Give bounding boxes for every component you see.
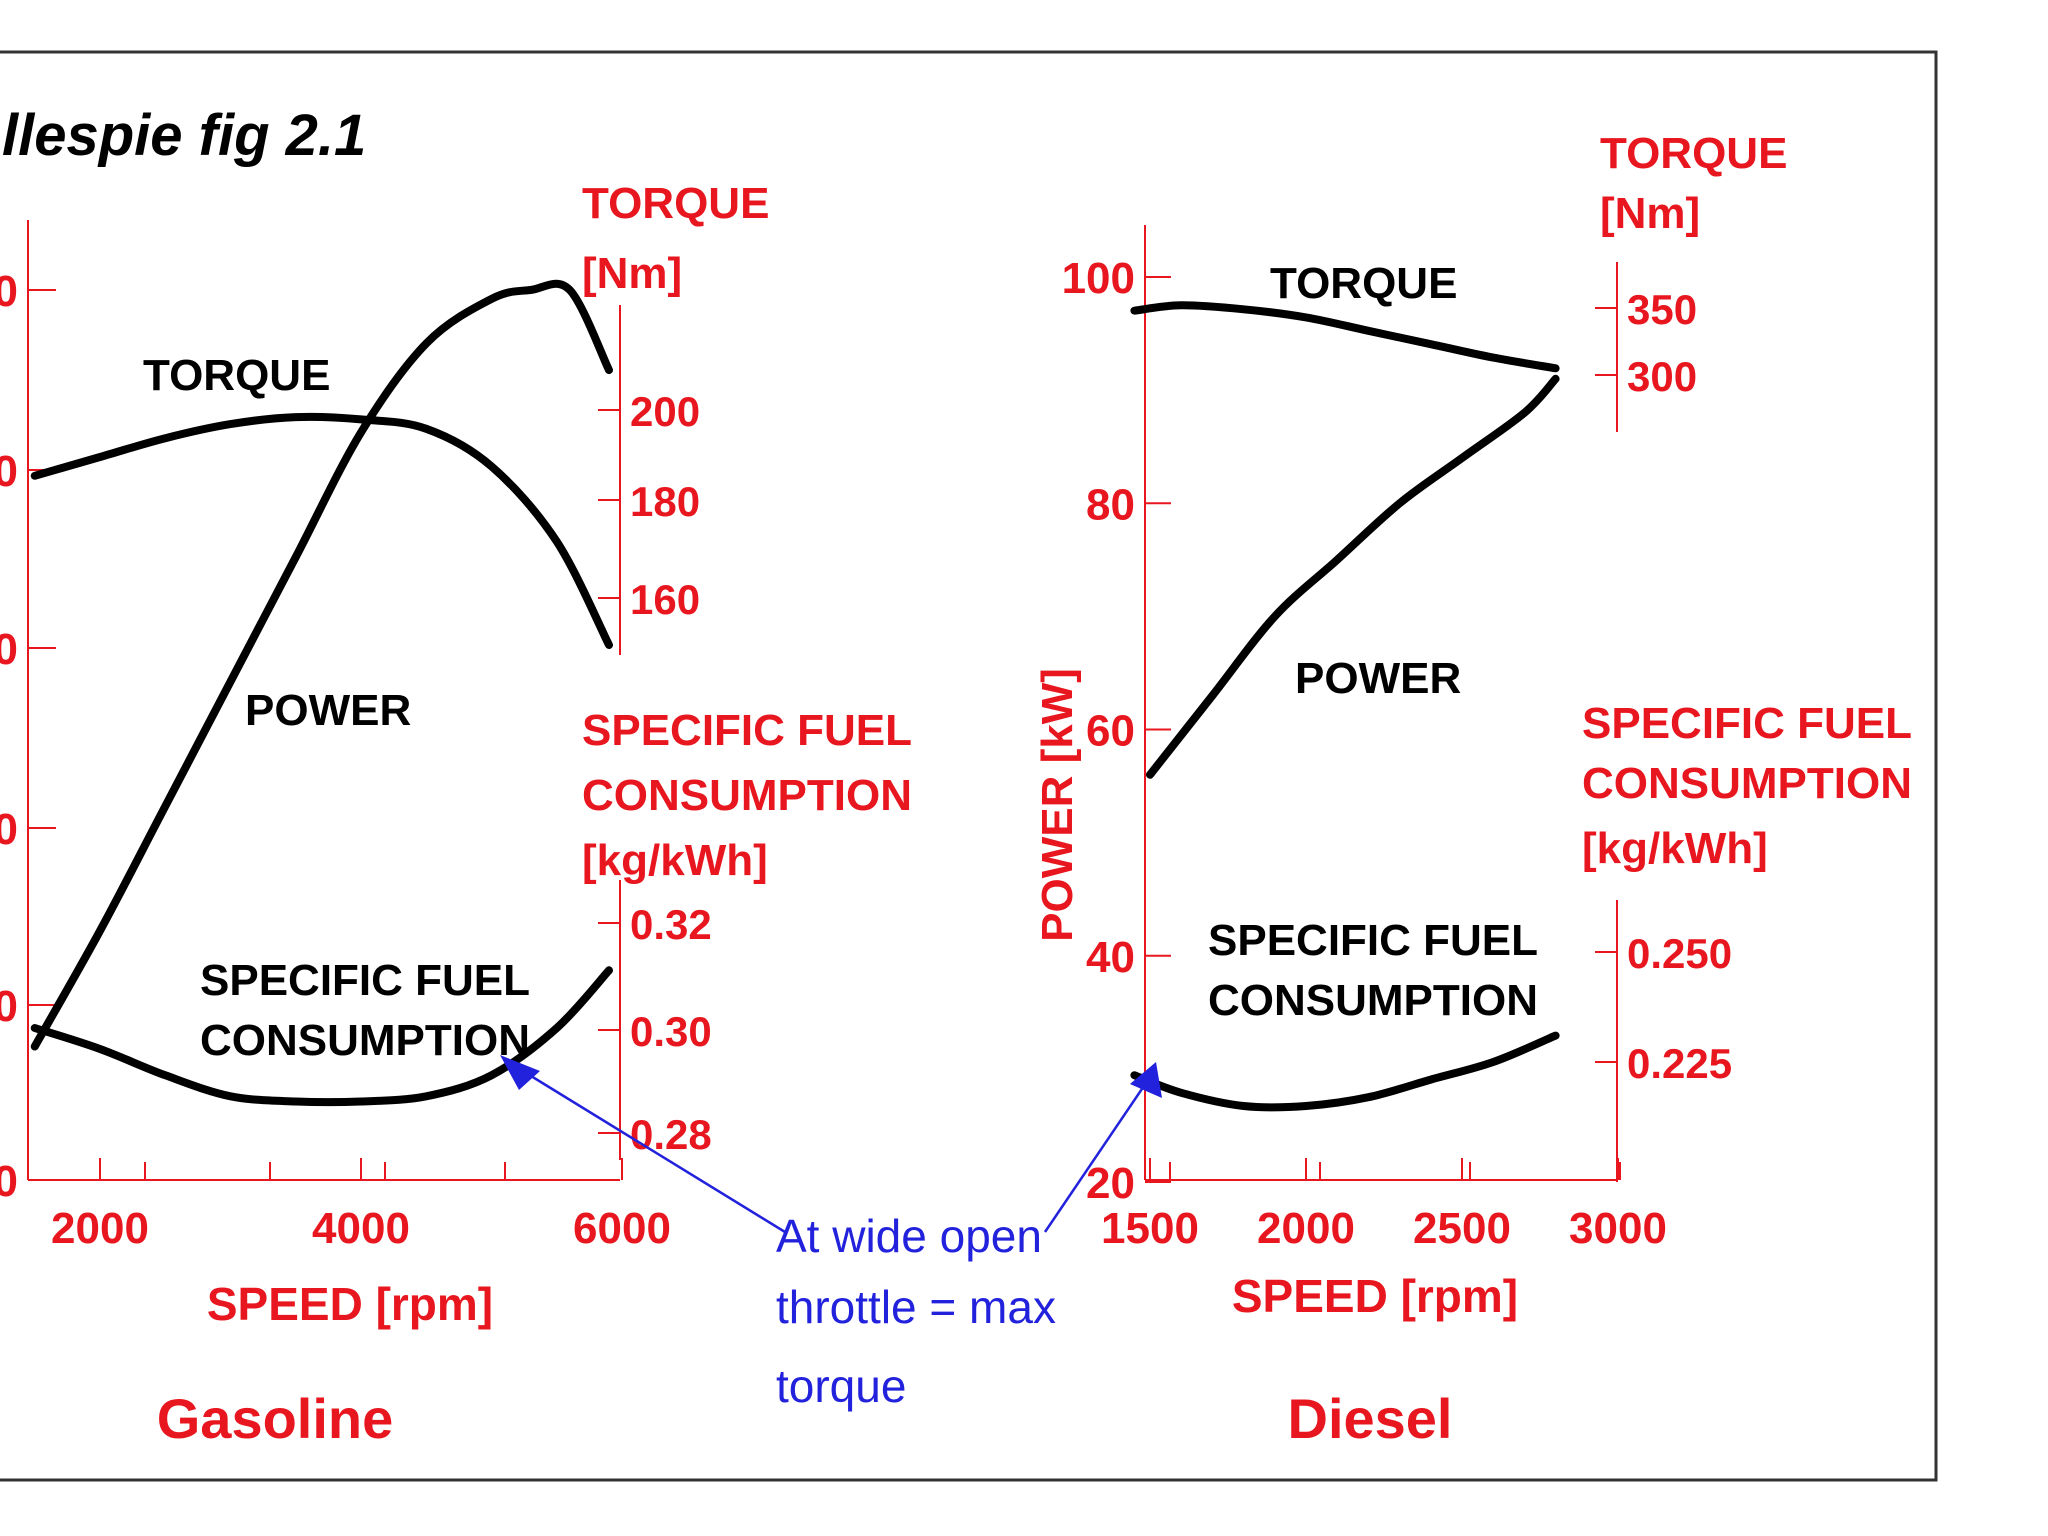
figure-frame (0, 50, 1938, 1482)
curve-label-power: POWER (1295, 654, 1461, 703)
left-tick-label: 0 (0, 267, 18, 316)
left-tick-label: 100 (1062, 254, 1135, 303)
torque-axis-label: TORQUE (1600, 129, 1787, 178)
left-tick-label: 60 (1086, 707, 1135, 756)
annotation-line-2: throttle = max (776, 1281, 1056, 1333)
sfc-tick-label: 0.28 (630, 1111, 712, 1158)
x-tick-label: 2500 (1413, 1204, 1511, 1253)
x-tick-label: 1500 (1101, 1204, 1199, 1253)
left-tick-label: 0 (0, 805, 18, 854)
left-tick-label: 20 (1086, 1159, 1135, 1208)
curve-label-torque: TORQUE (143, 351, 330, 400)
curve-label-sfc: SPECIFIC FUEL (1208, 916, 1538, 965)
sfc-tick-label: 0.32 (630, 901, 712, 948)
curve-label-power: POWER (245, 686, 411, 735)
torque-tick-label: 300 (1627, 353, 1697, 400)
x-tick-label: 6000 (573, 1204, 671, 1253)
gasoline-chart: 2000 4000 6000 SPEED [rpm] Gasoline 0 0 0 0 0 0 200… (0, 179, 912, 1450)
sfc-axis-label: SPECIFIC FUEL (1582, 699, 1912, 748)
sfc-axis-label: [kg/kWh] (1582, 824, 1768, 873)
left-tick-label: 0 (0, 625, 18, 674)
left-tick-label: 40 (1086, 933, 1135, 982)
torque-axis-label: [Nm] (1600, 189, 1700, 238)
curve-torque (1130, 301, 1560, 373)
annotation-arrow-gasoline (517, 1066, 786, 1234)
diesel-chart: 1500 2000 2500 3000 SPEED [rpm] Diesel 100 80 60… (1033, 129, 1912, 1450)
curve-power (1146, 374, 1560, 779)
x-axis-label: SPEED [rpm] (207, 1278, 493, 1330)
left-tick-label: 0 (0, 447, 18, 496)
annotation-line-1: At wide open (776, 1210, 1042, 1262)
curve-power (30, 279, 613, 1051)
torque-tick-label: 350 (1627, 286, 1697, 333)
torque-tick-label: 180 (630, 478, 700, 525)
sfc-tick-label: 0.225 (1627, 1040, 1732, 1087)
curve-label-sfc: CONSUMPTION (200, 1016, 530, 1065)
torque-axis-label: [Nm] (582, 249, 682, 298)
curve-specific-fuel-consumption (1130, 1031, 1560, 1112)
chart-caption: Gasoline (157, 1387, 394, 1450)
left-tick-label: 80 (1086, 480, 1135, 529)
wot-annotation: At wide open throttle = max torque (500, 1055, 1162, 1412)
annotation-arrowhead-diesel (1130, 1062, 1162, 1098)
x-tick-label: 2000 (1257, 1204, 1355, 1253)
sfc-axis-label: [kg/kWh] (582, 836, 768, 885)
annotation-arrowhead-gasoline (500, 1055, 540, 1090)
curve-torque (30, 412, 613, 649)
chart-caption: Diesel (1288, 1387, 1453, 1450)
sfc-axis-label: CONSUMPTION (582, 771, 912, 820)
curve-label-sfc: CONSUMPTION (1208, 976, 1538, 1025)
x-tick-label: 4000 (312, 1204, 410, 1253)
left-axis-label: POWER [kW] (1033, 668, 1082, 942)
torque-axis-label: TORQUE (582, 179, 769, 228)
sfc-tick-label: 0.30 (630, 1008, 712, 1055)
x-axis-label: SPEED [rpm] (1232, 1270, 1518, 1322)
x-tick-label: 3000 (1569, 1204, 1667, 1253)
annotation-line-3: torque (776, 1360, 906, 1412)
torque-tick-label: 200 (630, 388, 700, 435)
annotation-arrow-diesel (1043, 1079, 1150, 1233)
sfc-axis-label: CONSUMPTION (1582, 759, 1912, 808)
torque-tick-label: 160 (630, 576, 700, 623)
curve-label-sfc: SPECIFIC FUEL (200, 956, 530, 1005)
x-tick-label: 2000 (51, 1204, 149, 1253)
sfc-axis-label: SPECIFIC FUEL (582, 706, 912, 755)
left-tick-label: 0 (0, 982, 18, 1031)
left-tick-label: 0 (0, 1157, 18, 1206)
curve-specific-fuel-consumption (30, 966, 613, 1107)
curve-label-torque: TORQUE (1270, 259, 1457, 308)
sfc-tick-label: 0.250 (1627, 930, 1732, 977)
figure-title: llespie fig 2.1 (2, 103, 366, 168)
